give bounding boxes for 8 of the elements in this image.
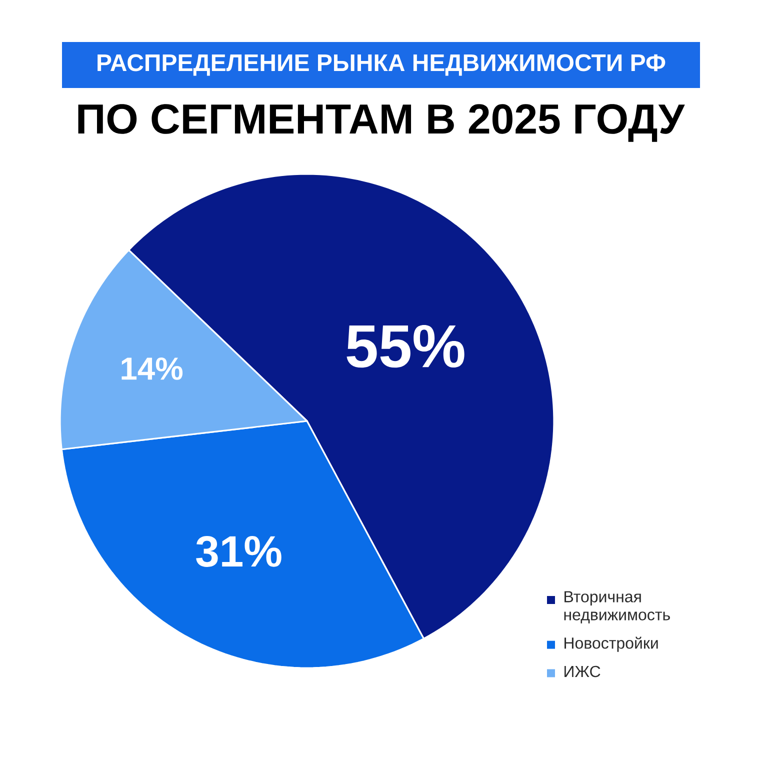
data-label: 14% [122,357,183,380]
data-label: 31% [196,536,282,567]
chart-subtitle: ПО СЕГМЕНТАМ В 2025 ГОДУ [78,104,685,142]
legend-label: ИЖС [564,666,600,678]
legend-label: Вторичная недвижимость [564,591,670,624]
chart-title: РАСПРЕДЕЛЕНИЕ РЫНКА НЕДВИЖИМОСТИ РФ [98,54,666,76]
data-label: 55% [346,324,464,368]
legend-label: Новостройки [564,636,658,652]
